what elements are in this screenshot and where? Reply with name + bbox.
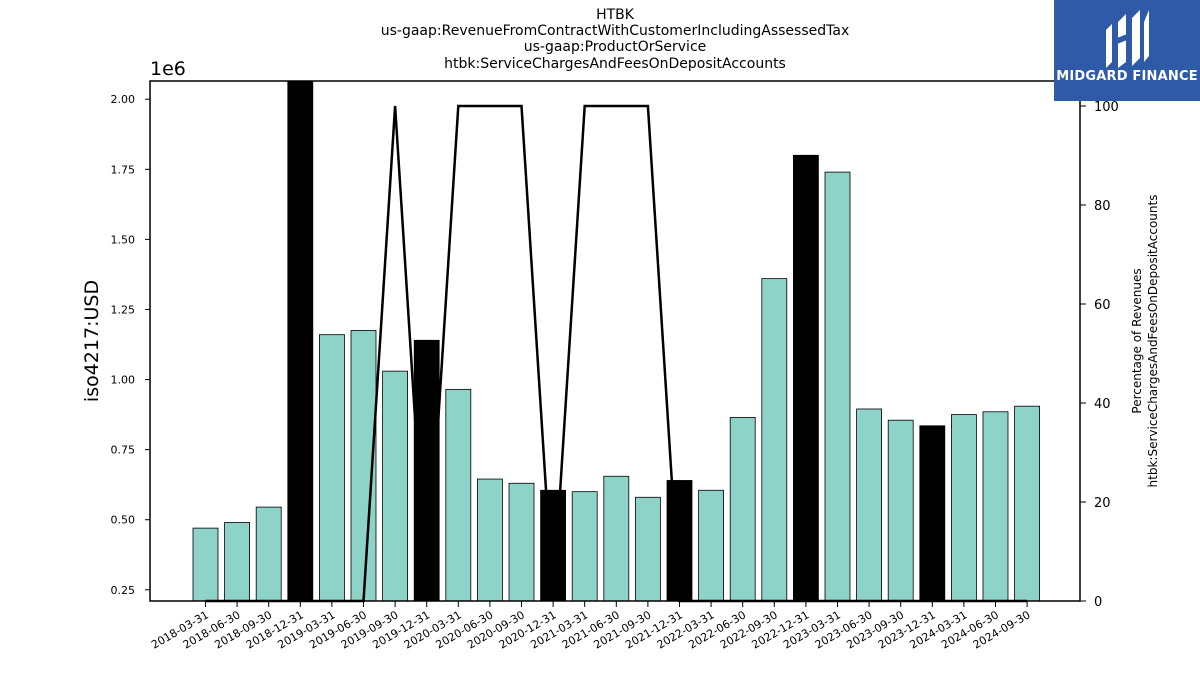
bar-2021-12-31: [666, 480, 693, 602]
bar-2023-06-30: [856, 408, 882, 602]
bar-2022-06-30: [729, 416, 756, 602]
y2-axis-label-line-1: Percentage of Revenues: [1130, 268, 1144, 413]
chart-title-line-2: us-gaap:RevenueFromContractWithCustomerI…: [380, 23, 850, 39]
chart-title-line-3: us-gaap:ProductOrService: [523, 39, 707, 55]
y-axis: 0.25 0.50 0.75 1.00 1.25 1.50 1.75 2.00: [111, 93, 150, 597]
midgard-logo-icon: [1106, 10, 1149, 68]
bar-2022-12-31: [793, 154, 819, 602]
brand-name: MIDGARD FINANCE: [1056, 69, 1198, 84]
bar-2021-06-30: [603, 475, 630, 602]
y-tick-label: 1.75: [111, 163, 136, 176]
y-tick-label: 0.50: [111, 514, 136, 527]
y2-axis: 0 20 40 60 80 100: [1080, 100, 1119, 610]
y2-tick-label: 80: [1094, 199, 1111, 214]
y2-tick-label: 100: [1094, 100, 1119, 115]
chart-title-line-1: HTBK: [596, 7, 634, 23]
y2-tick-label: 20: [1094, 496, 1111, 511]
y-offset-label: 1e6: [150, 58, 186, 80]
bar-2024-06-30: [982, 411, 1009, 602]
bar-2023-03-31: [824, 171, 851, 602]
bar-2018-03-31: [192, 527, 219, 602]
bar-2019-09-30: [382, 370, 409, 602]
bar-2024-09-30: [1014, 405, 1040, 602]
y-tick-label: 0.25: [111, 584, 136, 597]
bar-2019-03-31: [318, 334, 345, 602]
bar-2018-06-30: [224, 522, 251, 602]
bar-2023-12-31: [919, 425, 946, 602]
bar-2022-03-31: [698, 489, 724, 602]
bar-2020-06-30: [476, 478, 503, 602]
x-axis: 2018-03-312018-06-302018-09-302018-12-31…: [149, 601, 1033, 652]
y-tick-label: 1.50: [111, 233, 136, 246]
y2-tick-label: 60: [1094, 298, 1111, 313]
y-tick-label: 2.00: [111, 93, 136, 106]
bar-2020-03-31: [445, 388, 472, 602]
bars-group: [192, 80, 1040, 602]
y-tick-label: 1.00: [111, 374, 136, 387]
y2-axis-label-line-2: htbk:ServiceChargesAndFeesOnDepositAccou…: [1146, 195, 1160, 488]
brand-logo: MIDGARD FINANCE: [1054, 0, 1200, 101]
bar-2018-09-30: [255, 506, 282, 602]
y2-tick-label: 0: [1094, 595, 1102, 610]
bar-2021-03-31: [571, 491, 598, 602]
y-tick-label: 0.75: [111, 444, 136, 457]
plot-frame: [149, 80, 1081, 602]
bar-2021-09-30: [635, 496, 661, 602]
bar-2023-09-30: [887, 419, 914, 602]
y-tick-label: 1.25: [111, 303, 136, 316]
y2-tick-label: 40: [1094, 397, 1111, 412]
bar-2024-03-31: [951, 414, 977, 602]
bar-2018-12-31: [287, 80, 314, 602]
chart-title-line-4: htbk:ServiceChargesAndFeesOnDepositAccou…: [444, 56, 786, 72]
bar-2022-09-30: [761, 278, 788, 602]
y-axis-label: iso4217:USD: [81, 280, 103, 402]
bar-2020-09-30: [508, 482, 535, 602]
